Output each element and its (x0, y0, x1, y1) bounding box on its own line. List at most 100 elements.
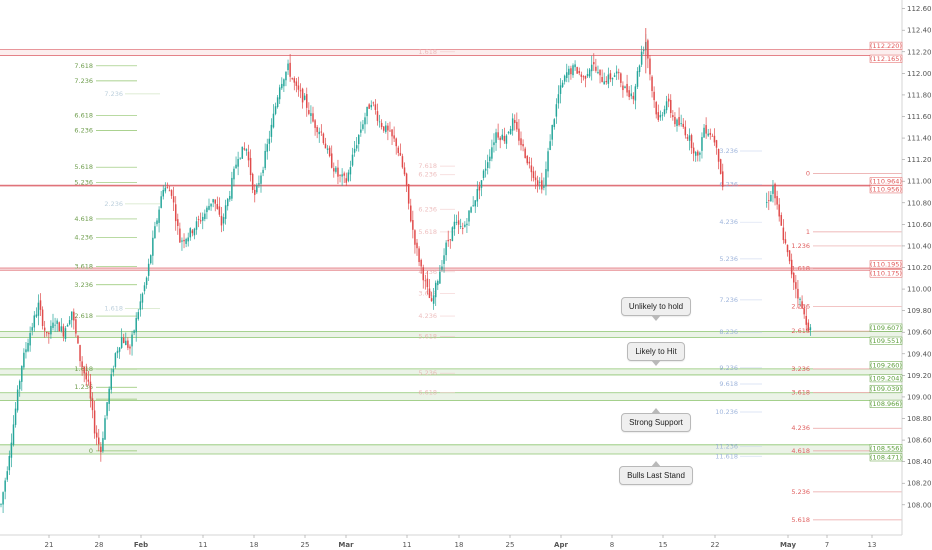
candle-body (116, 350, 119, 354)
candle-body (79, 345, 81, 362)
fib-right-red-label: 4.236 (791, 424, 810, 432)
candle-body (245, 149, 248, 151)
time-tick-label: 22 (711, 541, 720, 549)
candle-body (152, 237, 154, 256)
time-axis[interactable]: 21 28 Feb 11 18 25 Mar 11 18 25 Apr 8 15 22 May 7 13 (0, 534, 902, 549)
candle-body (795, 282, 797, 289)
candle-body (615, 71, 618, 74)
candle-body (191, 230, 194, 234)
fib-mid-label: 1.618 (418, 48, 437, 56)
candle-body (466, 223, 468, 226)
fib-mid-label: 7.618 (418, 162, 437, 170)
price-badge-label: (110.964) (870, 178, 902, 186)
price-tick-label: 109.200 (907, 372, 932, 380)
candle-body (665, 101, 668, 111)
candle-body (237, 158, 239, 167)
candle-body (422, 267, 424, 281)
candle-body (43, 327, 46, 331)
candle-body (330, 153, 333, 168)
candle-body (618, 72, 620, 74)
annotation-callout[interactable]: Bulls Last Stand (619, 461, 693, 486)
candle-body (549, 141, 551, 150)
annotation-callout[interactable]: Unlikely to hold (620, 296, 692, 321)
candle-body (139, 301, 142, 310)
price-tick-label: 108.400 (907, 458, 932, 466)
fib-mid-label: 6.618 (418, 389, 437, 397)
candle-body (801, 301, 803, 309)
candle-body (713, 135, 716, 143)
annotation-callout[interactable]: Strong Support (621, 408, 691, 433)
candle-body (235, 164, 237, 169)
candle-body (160, 196, 162, 208)
candle-body (545, 169, 547, 187)
annotation-callout[interactable]: Likely to Hit (627, 342, 685, 367)
fib-left-label: 0 (89, 447, 93, 455)
price-badge (869, 41, 903, 50)
candle-body (399, 152, 402, 156)
candle-body (310, 113, 312, 116)
fib-left-label: 4.618 (74, 215, 93, 223)
fib-right-red-label: 1.618 (791, 265, 810, 273)
arrow-up-icon (651, 408, 661, 415)
candle-body (216, 204, 219, 209)
candle-body (137, 312, 140, 320)
candle-body (797, 288, 799, 299)
time-tick-label: Feb (134, 541, 148, 549)
candle-body (385, 125, 387, 132)
candle-body (570, 68, 572, 75)
candle-body (491, 147, 493, 159)
candle-body (632, 95, 635, 100)
fib-right-red-label: 0 (806, 170, 810, 178)
candle-body (584, 76, 587, 79)
price-badge (869, 323, 903, 332)
candle-body (482, 170, 485, 179)
candle-body (110, 374, 112, 390)
candle-body (239, 157, 241, 159)
candle-body (93, 410, 96, 434)
candle-body (335, 167, 337, 172)
price-badge (869, 399, 903, 408)
candle-body (199, 220, 202, 222)
candle-body (480, 180, 483, 188)
candle-body (393, 135, 395, 139)
candle-body (141, 293, 144, 303)
candle-body (164, 187, 167, 192)
candle-body (231, 177, 233, 199)
candle-body (226, 198, 229, 207)
fib-right-red-label: 5.618 (791, 516, 810, 524)
candle-body (48, 332, 50, 335)
candle-body (364, 117, 366, 125)
candle-body (505, 135, 508, 144)
candle-body (628, 90, 630, 98)
fib-right-blue-label: 6.236 (719, 180, 738, 188)
annotation-text: Unlikely to hold (628, 301, 684, 311)
candle-body (590, 64, 593, 72)
candle-body (397, 147, 400, 154)
candle-body (131, 334, 133, 347)
candle-body (536, 180, 539, 186)
fib-mid-label: 5.236 (418, 369, 437, 377)
candle-body (222, 217, 225, 224)
candle-body (595, 66, 597, 71)
time-tick-label: 18 (250, 541, 259, 549)
candle-body (372, 102, 375, 104)
price-badge-label: (108.556) (870, 444, 902, 452)
fib-right-red-label: 3.618 (791, 389, 810, 397)
candle-body (776, 196, 778, 205)
candle-body (0, 504, 2, 506)
candle-body (328, 147, 331, 157)
candle-body (514, 120, 516, 124)
price-axis[interactable]: 112.600 112.400 112.200 112.000 111.800 111.6… (901, 0, 932, 535)
candle-body (511, 118, 514, 131)
candle-body (582, 76, 585, 78)
price-badge (869, 177, 903, 186)
candle-body (553, 119, 556, 128)
price-badge-label: (110.956) (870, 185, 902, 193)
candle-body (522, 144, 524, 147)
candle-body (653, 91, 655, 101)
candle-body (54, 324, 56, 326)
candle-body (426, 278, 429, 288)
candle-body (46, 331, 48, 334)
candle-body (678, 117, 680, 126)
